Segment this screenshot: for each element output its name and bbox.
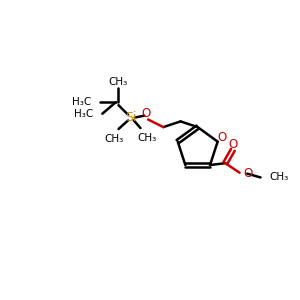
Text: Si: Si	[125, 111, 137, 124]
Text: CH₃: CH₃	[137, 133, 157, 142]
Text: O: O	[243, 167, 253, 180]
Text: O: O	[228, 138, 238, 151]
Text: CH₃: CH₃	[108, 77, 127, 87]
Text: CH₃: CH₃	[269, 172, 288, 182]
Text: O: O	[218, 131, 227, 144]
Text: O: O	[142, 107, 151, 120]
Text: H₃C: H₃C	[72, 97, 91, 107]
Text: H₃C: H₃C	[74, 109, 93, 119]
Text: CH₃: CH₃	[104, 134, 123, 144]
